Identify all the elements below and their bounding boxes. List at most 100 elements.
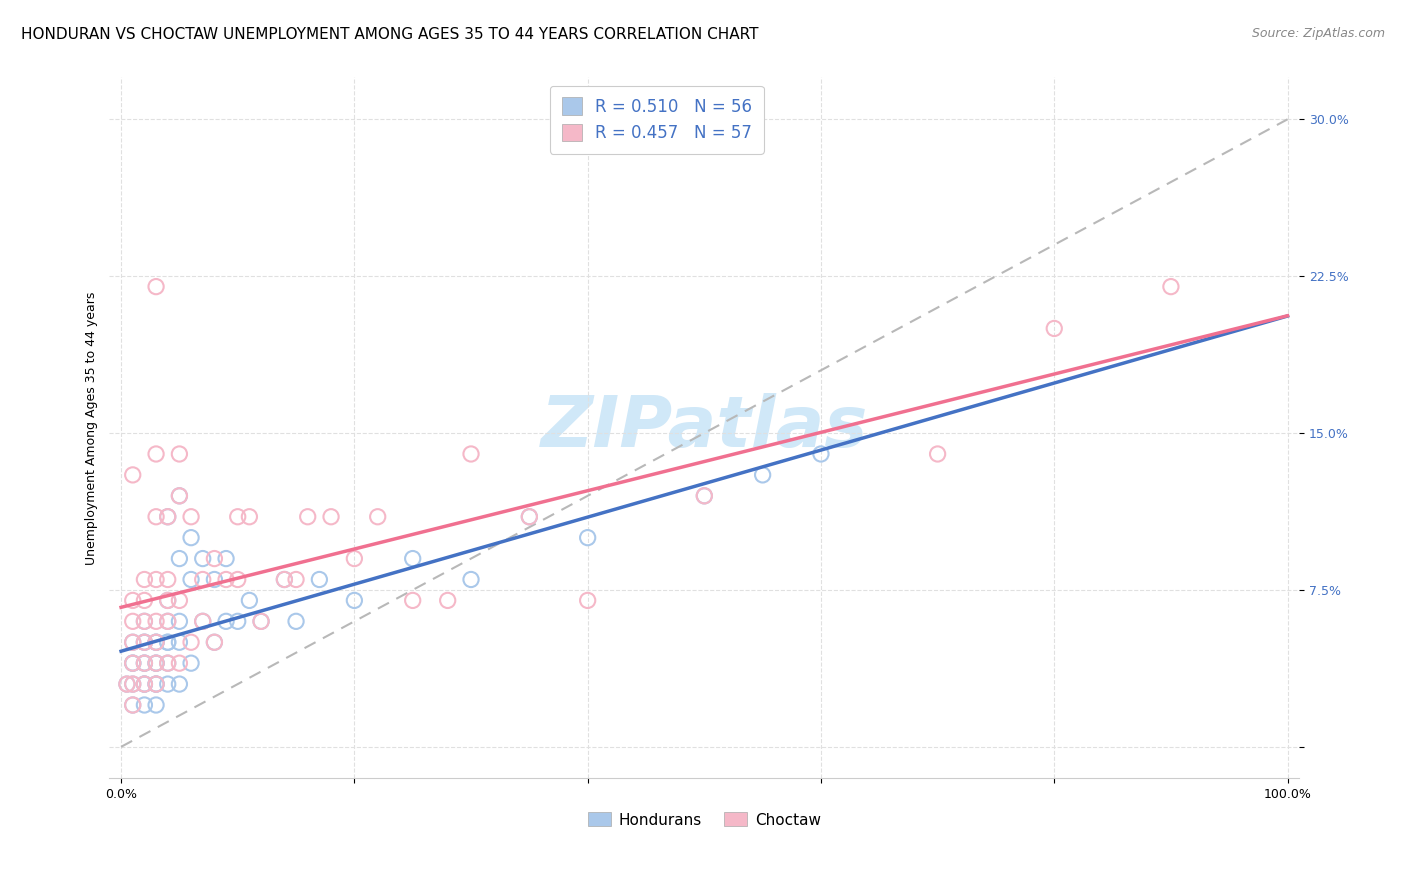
Point [134, 593, 156, 607]
Point [134, 635, 156, 649]
Point [308, 573, 330, 587]
Point [367, 509, 389, 524]
Point [191, 551, 214, 566]
Point [121, 677, 143, 691]
Point [145, 635, 167, 649]
Point [121, 593, 143, 607]
Point [517, 509, 540, 524]
Point [180, 531, 202, 545]
Point [191, 573, 214, 587]
Point [180, 573, 202, 587]
Point [285, 615, 308, 629]
Point [145, 615, 167, 629]
Point [810, 447, 832, 461]
Point [156, 677, 179, 691]
Point [169, 677, 191, 691]
Point [134, 656, 156, 670]
Point [145, 656, 167, 670]
Point [156, 615, 179, 629]
Point [156, 573, 179, 587]
Point [134, 677, 156, 691]
Point [121, 677, 143, 691]
Point [115, 677, 138, 691]
Point [202, 635, 225, 649]
Point [156, 615, 179, 629]
Point [1043, 321, 1066, 335]
Point [156, 593, 179, 607]
Point [319, 509, 342, 524]
Point [693, 489, 716, 503]
Point [145, 656, 167, 670]
Point [169, 656, 191, 670]
Point [134, 698, 156, 712]
Point [169, 447, 191, 461]
Point [115, 677, 138, 691]
Point [180, 656, 202, 670]
Point [134, 635, 156, 649]
Point [169, 635, 191, 649]
Point [145, 635, 167, 649]
Point [169, 615, 191, 629]
Point [145, 656, 167, 670]
Point [576, 531, 599, 545]
Point [215, 573, 238, 587]
Point [145, 447, 167, 461]
Point [145, 573, 167, 587]
Point [273, 573, 295, 587]
Point [436, 593, 458, 607]
Point [238, 593, 260, 607]
Point [145, 677, 167, 691]
Point [145, 677, 167, 691]
Point [156, 509, 179, 524]
Point [156, 635, 179, 649]
Point [134, 635, 156, 649]
Point [121, 698, 143, 712]
Point [693, 489, 716, 503]
Point [121, 656, 143, 670]
Point [402, 551, 425, 566]
Point [402, 593, 425, 607]
Point [156, 593, 179, 607]
Text: HONDURAN VS CHOCTAW UNEMPLOYMENT AMONG AGES 35 TO 44 YEARS CORRELATION CHART: HONDURAN VS CHOCTAW UNEMPLOYMENT AMONG A… [21, 27, 759, 42]
Point [927, 447, 949, 461]
Point [169, 551, 191, 566]
Point [191, 615, 214, 629]
Point [343, 551, 366, 566]
Point [460, 573, 482, 587]
Point [134, 677, 156, 691]
Point [202, 635, 225, 649]
Point [226, 573, 249, 587]
Point [202, 551, 225, 566]
Point [273, 573, 295, 587]
Point [134, 573, 156, 587]
Point [145, 698, 167, 712]
Y-axis label: Unemployment Among Ages 35 to 44 years: Unemployment Among Ages 35 to 44 years [86, 291, 98, 565]
Point [145, 509, 167, 524]
Point [226, 509, 249, 524]
Point [156, 635, 179, 649]
Point [343, 593, 366, 607]
Point [460, 447, 482, 461]
Point [121, 467, 143, 482]
Point [238, 509, 260, 524]
Point [156, 656, 179, 670]
Point [285, 573, 308, 587]
Point [134, 656, 156, 670]
Text: ZIPatlas: ZIPatlas [541, 393, 868, 462]
Legend: Hondurans, Choctaw: Hondurans, Choctaw [582, 806, 827, 834]
Text: Source: ZipAtlas.com: Source: ZipAtlas.com [1251, 27, 1385, 40]
Point [121, 615, 143, 629]
Point [576, 593, 599, 607]
Point [180, 509, 202, 524]
Point [517, 509, 540, 524]
Point [121, 635, 143, 649]
Point [145, 279, 167, 293]
Point [226, 615, 249, 629]
Point [297, 509, 319, 524]
Point [215, 551, 238, 566]
Point [121, 656, 143, 670]
Point [134, 677, 156, 691]
Point [134, 615, 156, 629]
Point [250, 615, 273, 629]
Point [121, 635, 143, 649]
